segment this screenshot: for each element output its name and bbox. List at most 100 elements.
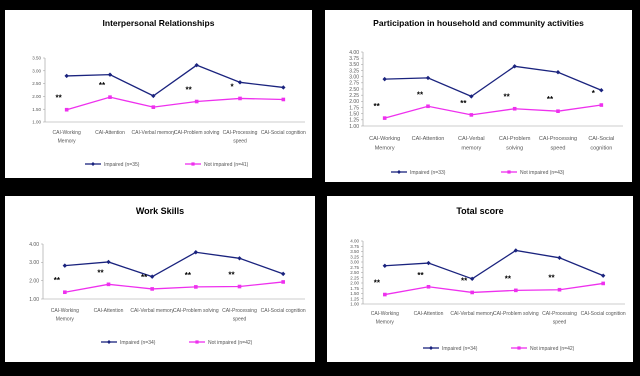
data-point-impaired (557, 255, 562, 260)
chart-svg: Work Skills 1.00 2.00 3.00 4.00 CAI-Working Me… (29, 206, 306, 346)
y-tick-label: 1.00 (350, 302, 359, 307)
x-tick-label: CAI-Verbal memory (132, 130, 176, 136)
x-tick-label: CAI-Attention (414, 311, 444, 317)
data-point-not-impaired (238, 96, 242, 101)
significance-marker: ** (228, 271, 235, 280)
x-tick-label: CAI-Verbal memory (450, 311, 494, 317)
chart-title: Interpersonal Relationships (103, 18, 215, 28)
significance-marker: ** (97, 268, 104, 277)
data-point-impaired (62, 263, 68, 268)
chart-svg: Total score 1.001.251.501.752.002.252.502… (350, 206, 626, 352)
data-point-not-impaired (63, 290, 67, 295)
x-tick-label: CAI-Verbal memory (458, 136, 485, 151)
y-tick-label: 1.00 (32, 120, 41, 125)
data-point-not-impaired (557, 287, 562, 292)
x-tick-label: CAI-Attention (95, 130, 125, 136)
y-tick-label: 3.00 (29, 260, 39, 266)
significance-marker: ** (141, 273, 148, 282)
y-tick-label: 1.00 (29, 297, 39, 303)
y-tick-label: 1.75 (349, 105, 359, 111)
y-tick-label: 2.00 (349, 99, 359, 105)
data-point-not-impaired (194, 99, 199, 104)
significance-marker: ** (504, 93, 511, 102)
y-tick-label: 3.25 (349, 68, 359, 74)
x-tick-label: CAI-Processing speed (222, 308, 257, 323)
significance-marker: ** (374, 279, 381, 288)
chart-svg: Participation in household and community… (349, 18, 623, 176)
data-point-not-impaired (469, 113, 474, 117)
data-point-impaired (469, 94, 474, 99)
data-point-impaired (426, 260, 431, 266)
legend-label: Not impaired (n=41) (204, 162, 249, 168)
y-tick-label: 1.50 (32, 107, 41, 112)
data-point-impaired (281, 85, 286, 90)
x-tick-label: CAI-Social cognition (261, 130, 306, 136)
x-tick-label: CAI-Working Memory (51, 308, 79, 323)
chart-title: Work Skills (136, 206, 184, 216)
data-point-impaired (600, 273, 606, 278)
y-tick-label: 3.25 (350, 254, 359, 259)
y-tick-label: 1.75 (350, 286, 359, 291)
significance-marker: * (230, 82, 234, 91)
legend-label: Not impaired (n=42) (208, 340, 253, 346)
x-tick-label: CAI-Processing speed (539, 136, 577, 151)
chart-title: Participation in household and community… (373, 18, 584, 28)
data-point-not-impaired (150, 287, 154, 291)
series-line-not-impaired (384, 282, 604, 296)
y-tick-label: 3.00 (349, 74, 359, 80)
legend-label: Not impaired (n=42) (530, 346, 575, 352)
y-tick-label: 2.25 (350, 275, 359, 280)
y-tick-label: 1.50 (350, 291, 359, 296)
significance-marker: ** (547, 95, 554, 104)
data-point-impaired (469, 276, 475, 281)
legend-marker (91, 162, 95, 166)
legend-marker (429, 346, 433, 350)
y-tick-label: 3.75 (349, 56, 359, 62)
chart-title: Total score (456, 206, 503, 216)
series-line-not-impaired (66, 96, 284, 111)
legend-label: Impaired (n=34) (120, 340, 156, 346)
data-point-impaired (425, 75, 431, 81)
data-point-not-impaired (599, 103, 604, 107)
legend-marker (517, 346, 521, 350)
significance-marker: ** (461, 276, 468, 285)
data-point-impaired (382, 76, 387, 82)
chart-panel-interpersonal: Interpersonal Relationships 1.00 1.50 2.00 2… (5, 10, 312, 178)
data-point-impaired (555, 70, 561, 75)
data-point-not-impaired (194, 285, 198, 289)
y-tick-label: 3.00 (350, 260, 359, 265)
y-tick-label: 2.75 (349, 81, 359, 87)
x-tick-label: CAI-Social cognition (261, 308, 306, 314)
y-tick-label: 2.50 (32, 81, 41, 86)
x-tick-label: CAI-Problem solving (174, 130, 220, 136)
x-tick-label: CAI-Working Memory (371, 311, 399, 326)
data-point-impaired (382, 263, 388, 268)
x-tick-label: CAI-Attention (412, 136, 445, 142)
data-point-not-impaired (426, 284, 431, 289)
x-tick-label: CAI-Attention (94, 308, 124, 314)
data-point-impaired (194, 62, 199, 68)
x-tick-label: CAI-Verbal memory (130, 308, 174, 314)
data-point-not-impaired (382, 116, 387, 120)
data-point-impaired (151, 93, 156, 99)
y-tick-label: 1.25 (350, 296, 359, 301)
x-tick-label: CAI-Problem solving (173, 308, 219, 314)
series-line-not-impaired (384, 104, 602, 119)
data-point-impaired (106, 259, 111, 265)
chart-panel-total-score: Total score 1.00 1.25 1.50 1.75 2.00 2.25 2.50 2… (327, 196, 633, 362)
y-tick-label: 2.75 (350, 265, 359, 270)
legend-label: Impaired (n=33) (410, 170, 446, 176)
y-tick-label: 2.50 (350, 270, 359, 275)
significance-marker: ** (417, 271, 424, 280)
significance-marker: * (592, 89, 596, 98)
legend-label: Impaired (n=35) (104, 162, 140, 168)
significance-marker: ** (99, 81, 106, 90)
data-point-not-impaired (512, 106, 517, 111)
y-tick-label: 1.00 (349, 124, 359, 130)
y-tick-label: 3.50 (349, 62, 359, 68)
x-tick-label: CAI-Processing speed (542, 311, 577, 326)
data-point-impaired (237, 256, 242, 261)
significance-marker: ** (460, 99, 467, 108)
data-point-not-impaired (556, 109, 560, 113)
data-point-impaired (107, 72, 113, 77)
